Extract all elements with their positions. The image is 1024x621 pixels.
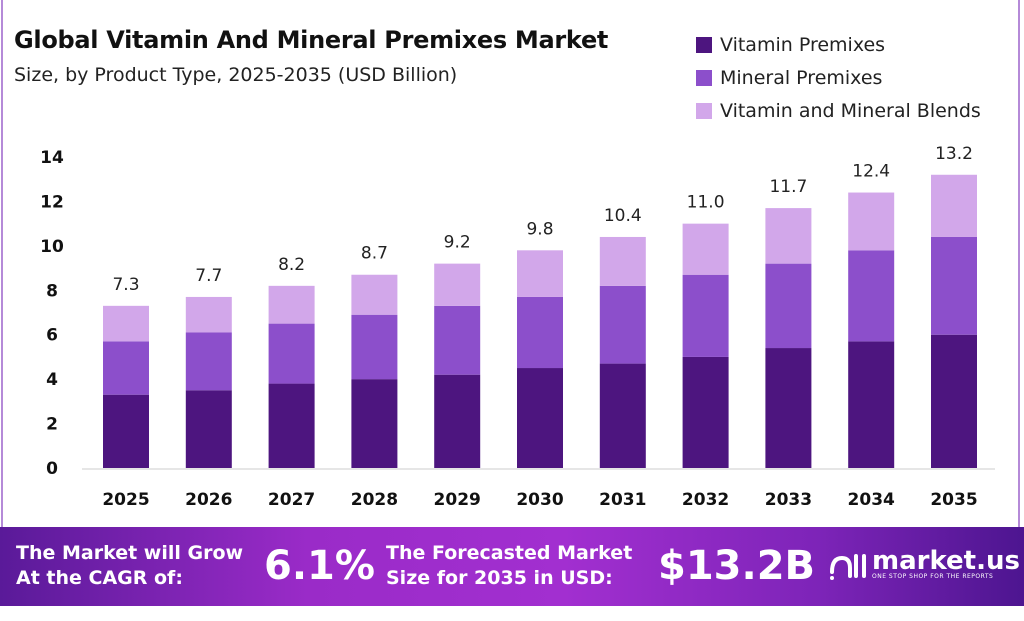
brand-logo-icon bbox=[830, 553, 866, 580]
legend-item-mineral: Mineral Premixes bbox=[696, 61, 981, 94]
bar-segment-2025-0 bbox=[103, 394, 149, 468]
bar-segment-2032-1 bbox=[682, 274, 729, 357]
data-label: 11.7 bbox=[769, 177, 807, 197]
cagr-value: 6.1% bbox=[264, 543, 375, 589]
chart-title: Global Vitamin And Mineral Premixes Mark… bbox=[14, 26, 609, 54]
bar-segment-2032-0 bbox=[682, 356, 729, 468]
bar-segment-2030-0 bbox=[517, 368, 563, 468]
x-tick-label: 2031 bbox=[599, 490, 646, 510]
y-tick-label: 8 bbox=[46, 281, 58, 301]
data-label: 7.3 bbox=[112, 275, 139, 295]
bar-segment-2028-0 bbox=[351, 379, 398, 468]
bar-segment-2028-1 bbox=[351, 314, 398, 380]
legend-label: Vitamin and Mineral Blends bbox=[720, 99, 981, 122]
x-tick-label: 2028 bbox=[351, 490, 398, 510]
cagr-label-line1: The Market will Grow bbox=[16, 542, 244, 564]
bar-segment-2025-2 bbox=[103, 305, 149, 342]
x-tick-label: 2026 bbox=[185, 490, 232, 510]
bar-segment-2029-0 bbox=[434, 374, 481, 468]
x-tick-label: 2030 bbox=[516, 490, 563, 510]
chart-subtitle: Size, by Product Type, 2025-2035 (USD Bi… bbox=[14, 64, 458, 86]
legend-swatch bbox=[696, 36, 712, 53]
brand-logo: market.us ONE STOP SHOP FOR THE REPORTS bbox=[828, 546, 1020, 580]
bar-segment-2030-2 bbox=[517, 250, 563, 297]
bar-segment-2026-1 bbox=[185, 332, 232, 391]
data-label: 7.7 bbox=[195, 266, 222, 286]
bar-segment-2034-1 bbox=[848, 250, 895, 342]
bar-segment-2027-2 bbox=[268, 285, 315, 324]
size-label: The Forecasted Market Size for 2035 in US… bbox=[386, 541, 632, 591]
bar-segment-2034-2 bbox=[848, 192, 895, 251]
y-tick-label: 10 bbox=[40, 237, 64, 257]
bar-segment-2030-1 bbox=[517, 296, 563, 369]
bar-segment-2035-0 bbox=[931, 334, 977, 468]
y-tick-label: 14 bbox=[40, 148, 64, 168]
bar-segment-2029-2 bbox=[434, 263, 481, 306]
bar-segment-2033-1 bbox=[765, 263, 812, 349]
legend-item-blend: Vitamin and Mineral Blends bbox=[696, 94, 981, 127]
data-label: 11.0 bbox=[687, 193, 725, 213]
chart-frame bbox=[1, 0, 1020, 606]
data-label: 10.4 bbox=[604, 206, 642, 226]
size-value: $13.2B bbox=[658, 543, 816, 589]
data-label: 8.7 bbox=[361, 244, 388, 264]
bar-segment-2035-1 bbox=[931, 236, 977, 335]
y-tick-label: 12 bbox=[40, 192, 64, 212]
y-tick-label: 2 bbox=[46, 415, 58, 435]
bar-segment-2031-1 bbox=[599, 285, 646, 364]
bar-segment-2027-1 bbox=[268, 323, 315, 384]
data-label: 9.8 bbox=[526, 219, 553, 239]
data-label: 13.2 bbox=[935, 144, 973, 164]
bar-segment-2034-0 bbox=[848, 341, 895, 468]
legend-item-vitamin: Vitamin Premixes bbox=[696, 28, 981, 61]
footer-banner: The Market will Grow At the CAGR of: 6.1%… bbox=[0, 527, 1024, 606]
bar-segment-2031-0 bbox=[599, 363, 646, 468]
bar-segment-2035-2 bbox=[931, 174, 977, 237]
size-label-line2: Size for 2035 in USD: bbox=[386, 567, 613, 589]
y-tick-label: 0 bbox=[46, 459, 58, 479]
bar-segment-2026-0 bbox=[185, 390, 232, 468]
bar-chart: 0 2 4 6 8 10 12 14 7.3 2025 7.7 2026 8.2 2027 8.7 2028 9… bbox=[40, 144, 995, 510]
bar-segment-2031-2 bbox=[599, 236, 646, 286]
bar-segment-2033-0 bbox=[765, 348, 812, 468]
legend-swatch bbox=[696, 102, 712, 119]
cagr-label-line2: At the CAGR of: bbox=[16, 567, 183, 589]
x-tick-label: 2034 bbox=[848, 490, 895, 510]
brand-tagline: ONE STOP SHOP FOR THE REPORTS bbox=[872, 573, 994, 580]
legend-label: Vitamin Premixes bbox=[720, 33, 886, 56]
bar-segment-2033-2 bbox=[765, 208, 812, 264]
legend-swatch bbox=[696, 69, 712, 86]
bar-segment-2029-1 bbox=[434, 305, 481, 375]
x-tick-label: 2025 bbox=[102, 490, 149, 510]
brand-name: market.us bbox=[872, 546, 1020, 576]
bar-segment-2028-2 bbox=[351, 274, 398, 315]
x-tick-label: 2032 bbox=[682, 490, 729, 510]
x-tick-label: 2035 bbox=[930, 490, 977, 510]
data-label: 12.4 bbox=[852, 162, 890, 182]
legend-label: Mineral Premixes bbox=[720, 66, 883, 89]
bar-segment-2027-0 bbox=[268, 383, 315, 468]
y-tick-label: 4 bbox=[46, 370, 58, 390]
data-label: 8.2 bbox=[278, 255, 305, 275]
bar-segment-2032-2 bbox=[682, 223, 729, 275]
y-tick-label: 6 bbox=[46, 326, 58, 346]
x-tick-label: 2027 bbox=[268, 490, 315, 510]
bar-segment-2025-1 bbox=[103, 341, 149, 395]
data-label: 9.2 bbox=[444, 233, 471, 253]
x-tick-label: 2029 bbox=[434, 490, 481, 510]
x-tick-label: 2033 bbox=[765, 490, 812, 510]
cagr-label: The Market will Grow At the CAGR of: bbox=[16, 541, 243, 591]
legend: Vitamin Premixes Mineral Premixes Vitami… bbox=[696, 28, 981, 127]
size-label-line1: The Forecasted Market bbox=[386, 542, 633, 564]
bar-segment-2026-2 bbox=[185, 296, 232, 333]
